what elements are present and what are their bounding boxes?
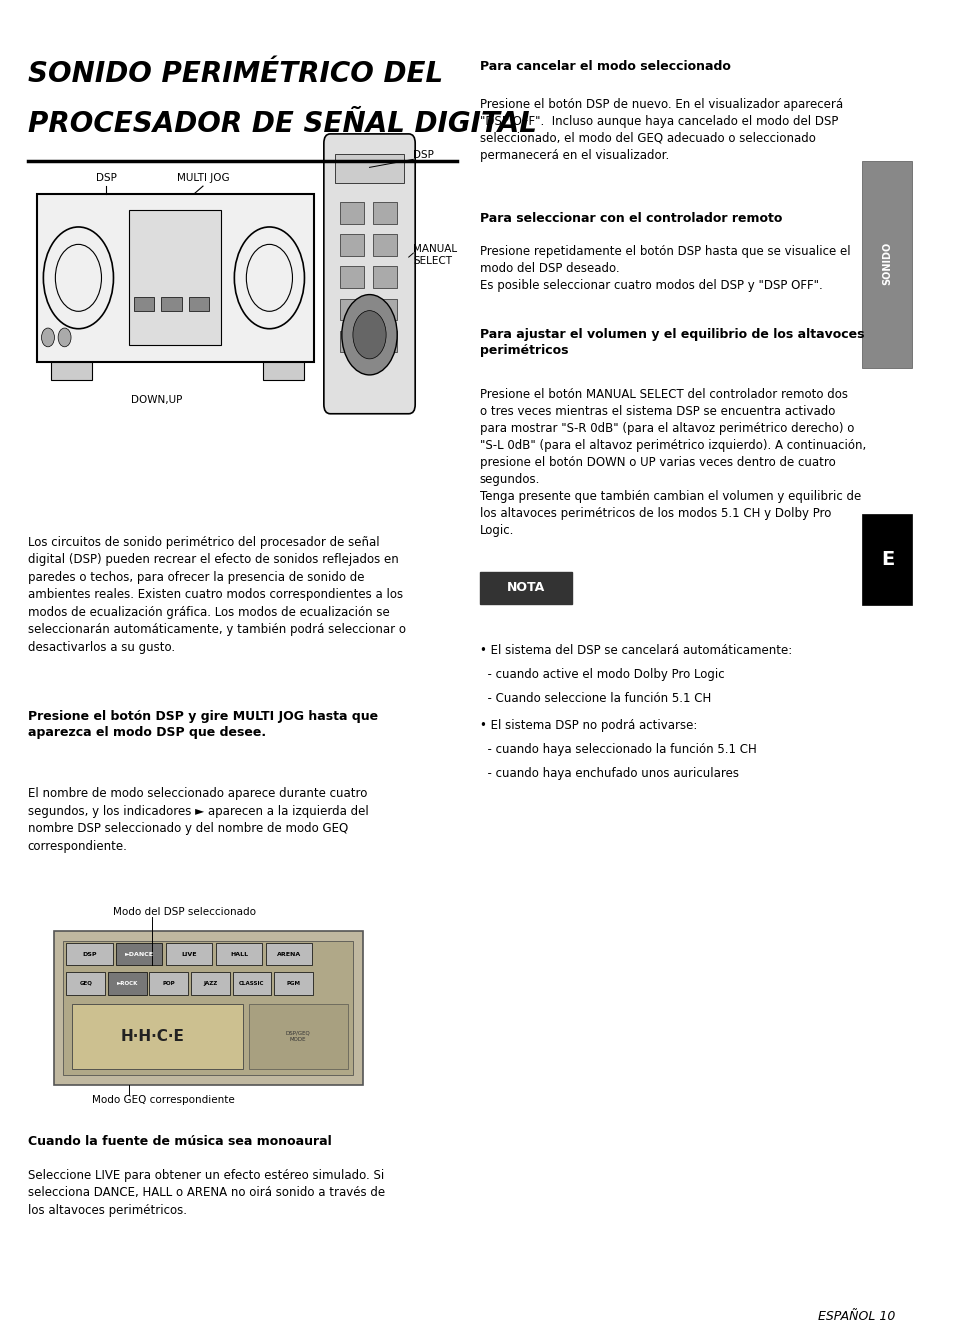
Bar xyxy=(37,194,314,362)
FancyBboxPatch shape xyxy=(479,572,572,604)
Bar xyxy=(233,972,271,995)
Circle shape xyxy=(341,295,396,375)
Bar xyxy=(67,943,112,965)
Bar xyxy=(116,943,162,965)
Bar xyxy=(51,362,92,380)
Text: Para cancelar el modo seleccionado: Para cancelar el modo seleccionado xyxy=(479,60,730,74)
Circle shape xyxy=(42,328,54,347)
Text: HALL: HALL xyxy=(230,952,248,956)
Bar xyxy=(861,514,911,605)
Text: - Cuando seleccione la función 5.1 CH: - Cuando seleccione la función 5.1 CH xyxy=(479,692,710,706)
Text: CLASSIC: CLASSIC xyxy=(239,981,264,986)
Bar xyxy=(339,266,363,288)
FancyBboxPatch shape xyxy=(323,134,415,414)
Bar xyxy=(189,297,210,311)
Bar xyxy=(373,331,396,352)
Text: - cuando haya seleccionado la función 5.1 CH: - cuando haya seleccionado la función 5.… xyxy=(479,743,756,757)
Text: Para ajustar el volumen y el equilibrio de los altavoces
perimétricos: Para ajustar el volumen y el equilibrio … xyxy=(479,328,863,358)
Text: Seleccione LIVE para obtener un efecto estéreo simulado. Si
selecciona DANCE, HA: Seleccione LIVE para obtener un efecto e… xyxy=(28,1169,384,1217)
Text: Modo GEQ correspondiente: Modo GEQ correspondiente xyxy=(92,1095,234,1105)
Text: - cuando active el modo Dolby Pro Logic: - cuando active el modo Dolby Pro Logic xyxy=(479,668,723,682)
Circle shape xyxy=(58,328,71,347)
Text: MANUAL
SELECT: MANUAL SELECT xyxy=(413,244,457,266)
Bar xyxy=(63,941,353,1075)
Text: GEQ: GEQ xyxy=(79,981,92,986)
Text: PGM: PGM xyxy=(286,981,300,986)
Bar xyxy=(129,210,221,345)
Bar xyxy=(166,943,212,965)
Text: SONIDO: SONIDO xyxy=(882,242,892,285)
Text: JAZZ: JAZZ xyxy=(203,981,217,986)
Circle shape xyxy=(353,311,386,359)
Text: ESPAÑOL 10: ESPAÑOL 10 xyxy=(817,1310,894,1323)
Text: DSP: DSP xyxy=(413,150,434,159)
Bar xyxy=(339,202,363,224)
Text: Presione el botón DSP y gire MULTI JOG hasta que
aparezca el modo DSP que desee.: Presione el botón DSP y gire MULTI JOG h… xyxy=(28,710,377,739)
Bar xyxy=(373,299,396,320)
Text: DSP: DSP xyxy=(95,174,116,183)
Bar xyxy=(133,297,154,311)
Text: Modo del DSP seleccionado: Modo del DSP seleccionado xyxy=(112,908,255,917)
Bar xyxy=(373,266,396,288)
Text: ARENA: ARENA xyxy=(276,952,300,956)
Text: DSP/GEQ
MODE: DSP/GEQ MODE xyxy=(285,1031,310,1042)
Text: • El sistema del DSP se cancelará automáticamente:: • El sistema del DSP se cancelará automá… xyxy=(479,644,791,657)
Text: Presione el botón MANUAL SELECT del controlador remoto dos
o tres veces mientras: Presione el botón MANUAL SELECT del cont… xyxy=(479,388,865,537)
Text: ►ROCK: ►ROCK xyxy=(116,981,138,986)
Bar xyxy=(263,362,304,380)
Text: • El sistema DSP no podrá activarse:: • El sistema DSP no podrá activarse: xyxy=(479,719,697,732)
Text: Presione el botón DSP de nuevo. En el visualizador aparecerá
"DSP OFF".  Incluso: Presione el botón DSP de nuevo. En el vi… xyxy=(479,98,842,162)
Text: El nombre de modo seleccionado aparece durante cuatro
segundos, y los indicadore: El nombre de modo seleccionado aparece d… xyxy=(28,787,368,853)
Text: Presione repetidamente el botón DSP hasta que se visualice el
modo del DSP desea: Presione repetidamente el botón DSP hast… xyxy=(479,245,849,292)
Text: LIVE: LIVE xyxy=(181,952,196,956)
Text: ►DANCE: ►DANCE xyxy=(125,952,153,956)
Text: DSP: DSP xyxy=(82,952,96,956)
Text: POP: POP xyxy=(162,981,175,986)
Bar xyxy=(861,161,911,368)
Bar xyxy=(339,299,363,320)
Bar xyxy=(373,234,396,256)
Text: Los circuitos de sonido perimétrico del procesador de señal
digital (DSP) pueden: Los circuitos de sonido perimétrico del … xyxy=(28,536,405,653)
Text: E: E xyxy=(880,550,893,569)
Bar xyxy=(339,331,363,352)
Text: Cuando la fuente de música sea monoaural: Cuando la fuente de música sea monoaural xyxy=(28,1135,331,1149)
Text: MULTI JOG: MULTI JOG xyxy=(176,174,229,183)
Bar xyxy=(339,234,363,256)
Bar xyxy=(53,931,362,1085)
Bar xyxy=(191,972,230,995)
Bar xyxy=(249,1004,348,1069)
Bar xyxy=(266,943,312,965)
Bar xyxy=(373,202,396,224)
Bar xyxy=(335,154,404,183)
Bar xyxy=(274,972,313,995)
Text: - cuando haya enchufado unos auriculares: - cuando haya enchufado unos auriculares xyxy=(479,767,738,781)
Bar xyxy=(161,297,182,311)
Text: Para seleccionar con el controlador remoto: Para seleccionar con el controlador remo… xyxy=(479,212,781,225)
Text: H·H·C·E: H·H·C·E xyxy=(120,1028,184,1044)
Bar xyxy=(71,1004,242,1069)
Text: SONIDO PERIMÉTRICO DEL: SONIDO PERIMÉTRICO DEL xyxy=(28,60,442,88)
Text: PROCESADOR DE SEÑAL DIGITAL: PROCESADOR DE SEÑAL DIGITAL xyxy=(28,110,536,138)
Bar xyxy=(108,972,147,995)
Text: NOTA: NOTA xyxy=(506,581,544,595)
Bar xyxy=(150,972,188,995)
Bar xyxy=(215,943,262,965)
Text: DOWN,UP: DOWN,UP xyxy=(131,395,182,404)
Bar xyxy=(67,972,105,995)
